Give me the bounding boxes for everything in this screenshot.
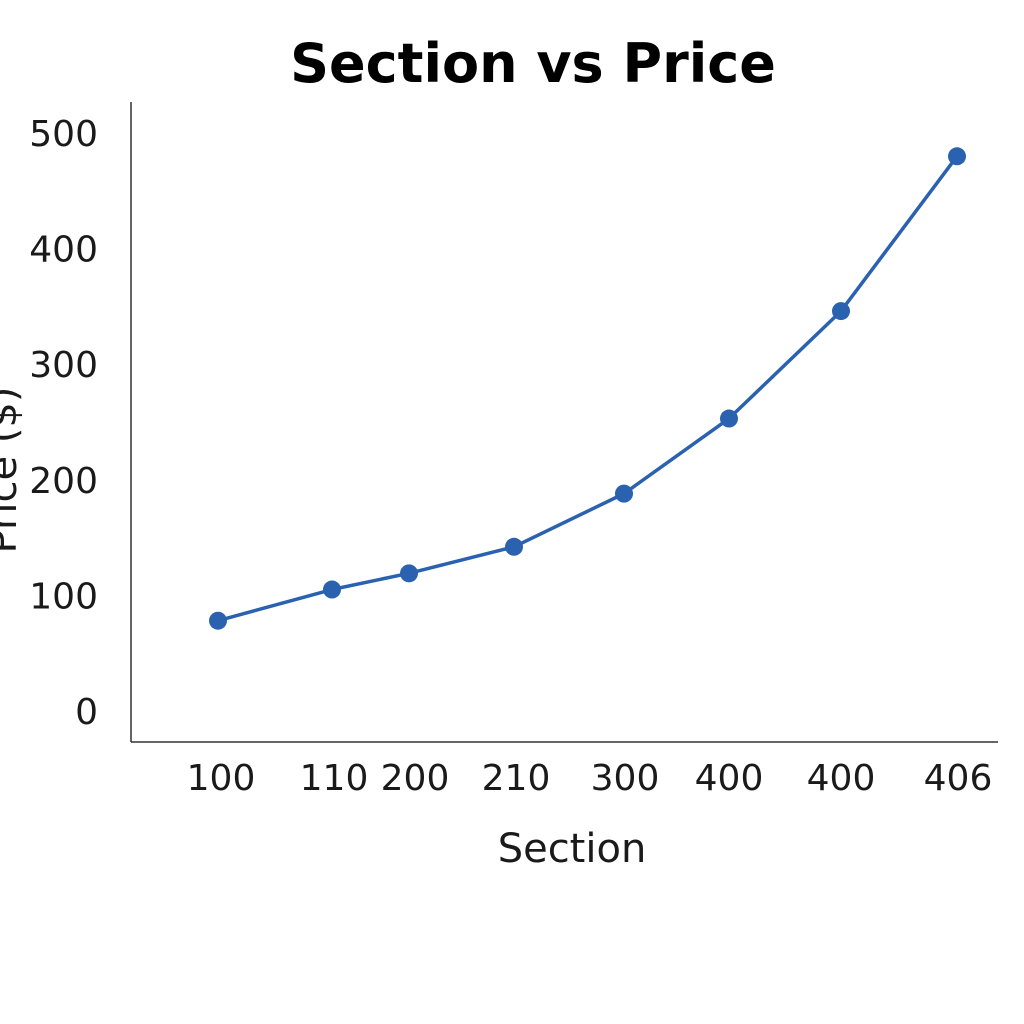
y-axis-ticks: 0 100 200 300 400 500: [29, 114, 98, 733]
y-tick-label: 300: [29, 345, 98, 386]
y-tick-label: 500: [29, 114, 98, 155]
data-point: [832, 302, 850, 321]
x-tick-label: 100: [187, 758, 256, 799]
x-tick-label: 110: [300, 758, 369, 799]
x-tick-label: 406: [924, 758, 993, 799]
x-axis-ticks: 100 110 200 210 300 400 400 406: [187, 758, 993, 799]
data-point: [209, 611, 227, 630]
x-tick-label: 300: [591, 758, 660, 799]
data-point: [720, 409, 738, 428]
data-point: [400, 564, 418, 583]
y-tick-label: 100: [29, 576, 98, 617]
data-point: [323, 580, 341, 599]
y-tick-label: 400: [29, 230, 98, 271]
series-group: [209, 147, 966, 630]
y-tick-label: 200: [29, 461, 98, 502]
chart-title: Section vs Price: [290, 32, 776, 95]
x-tick-label: 400: [807, 758, 876, 799]
x-tick-label: 200: [381, 758, 450, 799]
data-point: [948, 147, 966, 166]
y-axis-label: Price ($): [0, 387, 26, 554]
x-axis-label: Section: [498, 826, 647, 872]
data-point: [615, 484, 633, 503]
x-tick-label: 210: [482, 758, 551, 799]
x-tick-label: 400: [695, 758, 764, 799]
data-point: [505, 537, 523, 556]
y-tick-label: 0: [75, 692, 98, 733]
series-line: [216, 154, 959, 623]
